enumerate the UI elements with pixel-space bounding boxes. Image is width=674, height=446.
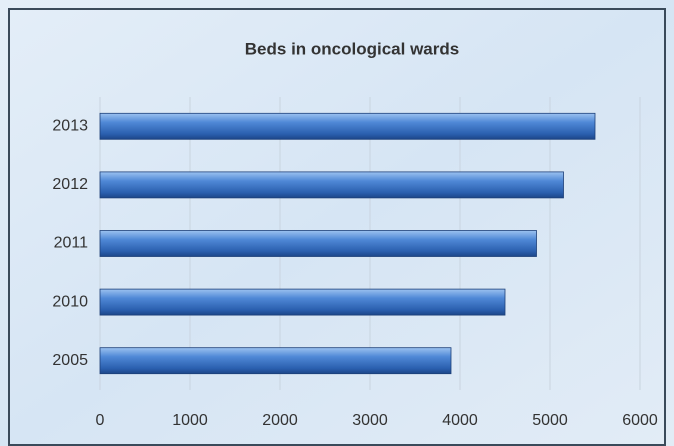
bar	[99, 230, 537, 257]
y-tick-label: 2012	[52, 176, 88, 193]
x-tick-label: 5000	[532, 412, 568, 429]
y-tick-label: 2011	[54, 235, 89, 252]
x-tick-label: 1000	[172, 412, 208, 429]
x-tick-label: 0	[96, 412, 105, 429]
bar	[99, 347, 452, 375]
x-tick-label: 3000	[352, 412, 388, 429]
x-tick-label: 6000	[622, 412, 658, 429]
x-tick-label: 4000	[442, 412, 478, 429]
bar	[99, 171, 564, 199]
x-tick-label: 2000	[262, 412, 298, 429]
y-tick-label: 2013	[52, 118, 88, 135]
bar	[99, 112, 596, 140]
chart-frame	[8, 8, 666, 446]
y-tick-label: 2010	[52, 293, 88, 310]
bar	[99, 288, 506, 316]
y-tick-label: 2005	[52, 352, 88, 369]
chart-title: Beds in oncological wards	[245, 39, 459, 58]
